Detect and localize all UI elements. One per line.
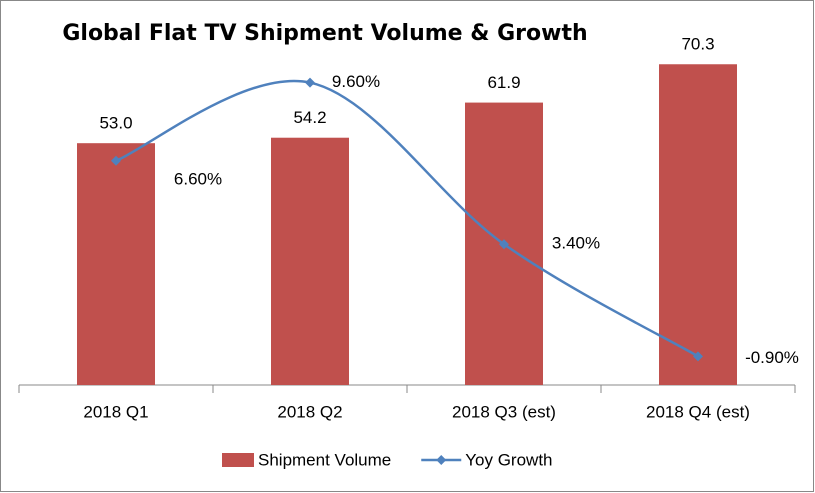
bar-value-label: 53.0 (99, 114, 132, 133)
legend-label: Shipment Volume (258, 450, 391, 469)
bar (77, 143, 155, 385)
line-marker (499, 239, 509, 250)
legend-swatch (222, 453, 254, 467)
x-tick-label: 2018 Q4 (est) (646, 402, 750, 421)
bar-value-label: 61.9 (487, 73, 520, 92)
line-value-label: -0.90% (745, 348, 799, 367)
line-value-label: 9.60% (332, 72, 380, 91)
line-marker (305, 77, 315, 88)
line-value-label: 6.60% (174, 169, 222, 188)
x-tick-label: 2018 Q1 (83, 402, 148, 421)
chart-title: Global Flat TV Shipment Volume & Growth (62, 21, 587, 46)
x-tick-label: 2018 Q2 (277, 402, 342, 421)
bar-value-label: 54.2 (293, 108, 326, 127)
bar (271, 137, 349, 385)
line-marker (111, 155, 121, 166)
bar-value-label: 70.3 (681, 35, 714, 54)
legend-marker (436, 455, 447, 465)
bar (659, 64, 737, 385)
line-value-label: 3.40% (552, 234, 600, 253)
x-tick-label: 2018 Q3 (est) (452, 402, 556, 421)
legend-label: Yoy Growth (465, 450, 552, 469)
line (115, 79, 699, 358)
line-marker (693, 351, 703, 362)
